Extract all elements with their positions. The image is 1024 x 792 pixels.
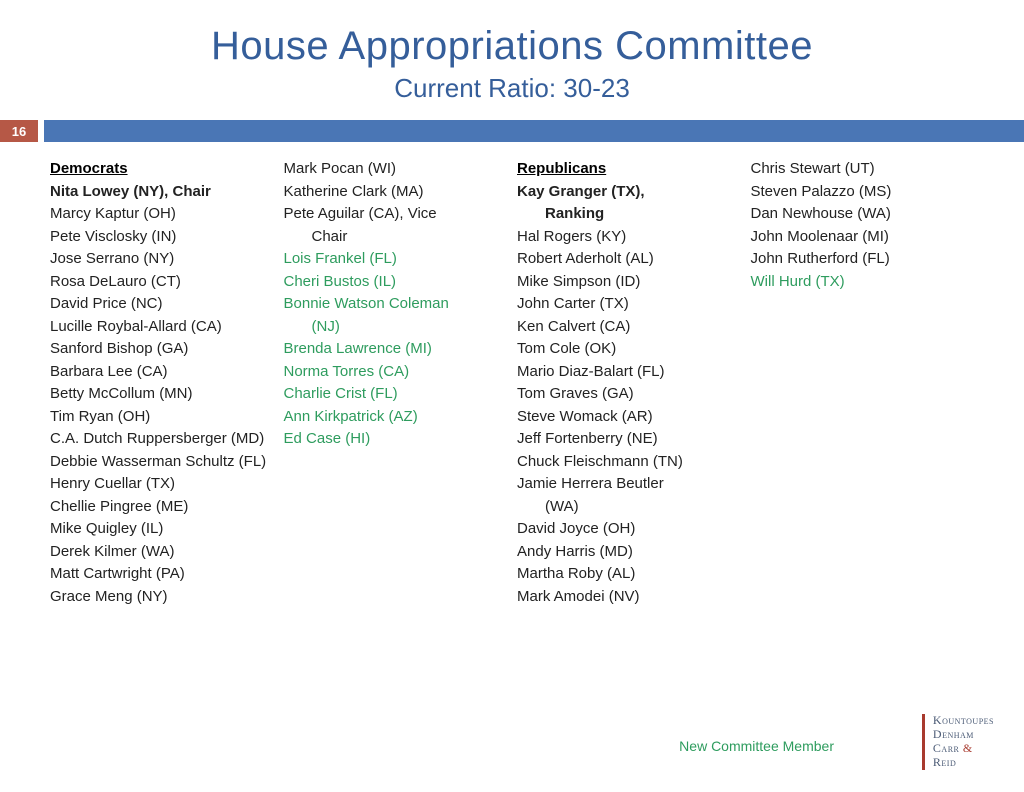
- member-item: Barbara Lee (CA): [50, 361, 284, 384]
- member-item: John Moolenaar (MI): [751, 226, 985, 249]
- member-item: Betty McCollum (MN): [50, 383, 284, 406]
- logo-line-2: Denham: [933, 728, 994, 742]
- member-item: Mark Amodei (NV): [517, 586, 751, 609]
- member-item: Chuck Fleischmann (TN): [517, 451, 751, 474]
- member-item: Jeff Fortenberry (NE): [517, 428, 751, 451]
- member-item: Nita Lowey (NY), Chair: [50, 181, 284, 204]
- member-item: Tom Cole (OK): [517, 338, 751, 361]
- firm-logo: Kountoupes Denham Carr & Reid: [922, 714, 994, 770]
- member-item: John Carter (TX): [517, 293, 751, 316]
- member-item: Lucille Roybal-Allard (CA): [50, 316, 284, 339]
- member-item: Ed Case (HI): [284, 428, 518, 451]
- member-item: Tom Graves (GA): [517, 383, 751, 406]
- member-item: Charlie Crist (FL): [284, 383, 518, 406]
- accent-bar: [44, 120, 1024, 142]
- member-item: Ken Calvert (CA): [517, 316, 751, 339]
- member-item: Martha Roby (AL): [517, 563, 751, 586]
- header-bar: 16: [0, 120, 1024, 142]
- republicans-col-2: Chris Stewart (UT)Steven Palazzo (MS)Dan…: [751, 158, 985, 608]
- page-subtitle: Current Ratio: 30-23: [0, 73, 1024, 104]
- page-number-badge: 16: [0, 120, 38, 142]
- member-item: Grace Meng (NY): [50, 586, 284, 609]
- democrats-col-1: DemocratsNita Lowey (NY), ChairMarcy Kap…: [50, 158, 284, 608]
- member-item: Hal Rogers (KY): [517, 226, 751, 249]
- column-header: Republicans: [517, 158, 751, 181]
- member-item: Mario Diaz-Balart (FL): [517, 361, 751, 384]
- member-item: Steven Palazzo (MS): [751, 181, 985, 204]
- member-item: (WA): [517, 496, 751, 519]
- member-item: Chair: [284, 226, 518, 249]
- member-item: Derek Kilmer (WA): [50, 541, 284, 564]
- member-item: Will Hurd (TX): [751, 271, 985, 294]
- member-item: Debbie Wasserman Schultz (FL): [50, 451, 284, 474]
- member-item: Pete Aguilar (CA), Vice: [284, 203, 518, 226]
- member-item: Rosa DeLauro (CT): [50, 271, 284, 294]
- member-item: Kay Granger (TX),: [517, 181, 751, 204]
- legend-new-member: New Committee Member: [679, 738, 834, 754]
- member-item: Steve Womack (AR): [517, 406, 751, 429]
- republicans-col-1: RepublicansKay Granger (TX),RankingHal R…: [517, 158, 751, 608]
- member-item: Norma Torres (CA): [284, 361, 518, 384]
- member-item: Mark Pocan (WI): [284, 158, 518, 181]
- page-title: House Appropriations Committee: [0, 24, 1024, 69]
- member-item: Matt Cartwright (PA): [50, 563, 284, 586]
- member-item: Lois Frankel (FL): [284, 248, 518, 271]
- member-item: David Joyce (OH): [517, 518, 751, 541]
- member-item: Mike Quigley (IL): [50, 518, 284, 541]
- member-item: C.A. Dutch Ruppersberger (MD): [50, 428, 284, 451]
- member-item: Ann Kirkpatrick (AZ): [284, 406, 518, 429]
- members-grid: DemocratsNita Lowey (NY), ChairMarcy Kap…: [0, 142, 1024, 608]
- member-item: Andy Harris (MD): [517, 541, 751, 564]
- member-item: Robert Aderholt (AL): [517, 248, 751, 271]
- member-item: Ranking: [517, 203, 751, 226]
- member-item: Dan Newhouse (WA): [751, 203, 985, 226]
- member-item: Mike Simpson (ID): [517, 271, 751, 294]
- logo-text: Kountoupes Denham Carr & Reid: [933, 714, 994, 769]
- member-item: Cheri Bustos (IL): [284, 271, 518, 294]
- member-item: Brenda Lawrence (MI): [284, 338, 518, 361]
- member-item: Henry Cuellar (TX): [50, 473, 284, 496]
- member-item: Tim Ryan (OH): [50, 406, 284, 429]
- logo-accent-bar: [922, 714, 925, 770]
- member-item: Jamie Herrera Beutler: [517, 473, 751, 496]
- member-item: John Rutherford (FL): [751, 248, 985, 271]
- member-item: Pete Visclosky (IN): [50, 226, 284, 249]
- member-item: Bonnie Watson Coleman: [284, 293, 518, 316]
- member-item: Sanford Bishop (GA): [50, 338, 284, 361]
- column-header: Democrats: [50, 158, 284, 181]
- member-item: Marcy Kaptur (OH): [50, 203, 284, 226]
- member-item: (NJ): [284, 316, 518, 339]
- member-item: Jose Serrano (NY): [50, 248, 284, 271]
- member-item: Chellie Pingree (ME): [50, 496, 284, 519]
- democrats-col-2: Mark Pocan (WI)Katherine Clark (MA)Pete …: [284, 158, 518, 608]
- member-item: David Price (NC): [50, 293, 284, 316]
- member-item: Katherine Clark (MA): [284, 181, 518, 204]
- logo-line-3: Carr &: [933, 742, 994, 756]
- logo-line-1: Kountoupes: [933, 714, 994, 728]
- member-item: Chris Stewart (UT): [751, 158, 985, 181]
